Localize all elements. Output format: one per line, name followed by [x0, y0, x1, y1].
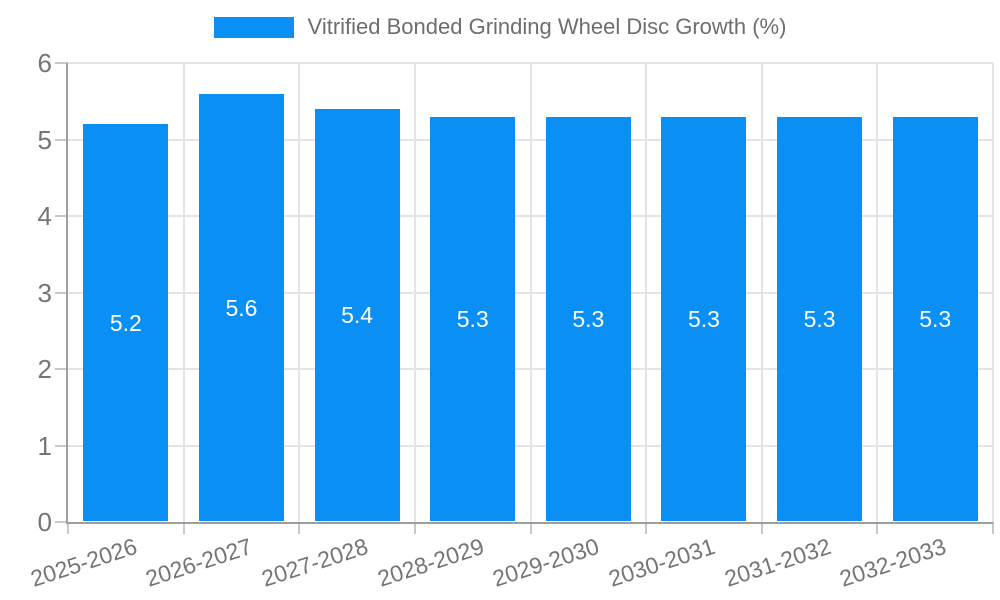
bar[interactable] — [314, 108, 400, 521]
bar-value-label: 5.3 — [456, 306, 489, 333]
y-tick-label: 0 — [37, 507, 52, 537]
x-tick — [760, 522, 763, 534]
gridline-vertical — [992, 63, 994, 522]
y-tick-label: 6 — [37, 48, 52, 78]
bar-value-label: 5.2 — [109, 310, 142, 337]
y-tick-label: 5 — [37, 124, 52, 155]
gridline-vertical — [298, 63, 301, 522]
y-tick-label: 2 — [37, 354, 52, 384]
y-tick — [55, 444, 68, 447]
bar-value-label: 5.3 — [687, 306, 720, 333]
x-tick — [67, 522, 69, 534]
bar-value-label: 5.4 — [341, 302, 374, 329]
legend-swatch — [213, 16, 294, 38]
bar[interactable] — [661, 116, 747, 521]
x-tick-label: 2029-2030 — [489, 533, 603, 592]
bar[interactable] — [892, 116, 978, 521]
chart-legend[interactable]: Vitrified Bonded Grinding Wheel Disc Gro… — [0, 14, 1000, 40]
bar[interactable] — [198, 93, 284, 521]
x-tick — [645, 522, 648, 534]
y-tick — [55, 521, 68, 523]
x-tick-label: 2026-2027 — [142, 533, 256, 592]
gridline-vertical — [529, 63, 532, 522]
gridline-vertical — [182, 63, 185, 522]
x-tick — [529, 522, 532, 534]
x-tick — [876, 522, 879, 534]
x-tick-label: 2032-2033 — [836, 533, 950, 592]
x-tick-label: 2028-2029 — [374, 533, 487, 592]
y-tick — [55, 368, 68, 370]
bar[interactable] — [430, 116, 516, 521]
bar-value-label: 5.6 — [225, 294, 258, 321]
bar-value-label: 5.3 — [572, 306, 605, 333]
x-tick-label: 2025-2026 — [27, 533, 140, 592]
y-tick-label: 1 — [37, 430, 52, 461]
gridline-vertical — [876, 63, 879, 522]
y-tick — [55, 215, 68, 217]
bar-value-label: 5.3 — [919, 306, 952, 333]
x-tick-label: 2031-2032 — [720, 533, 834, 592]
y-axis-line — [66, 63, 68, 524]
x-tick — [413, 522, 416, 534]
bar[interactable] — [83, 124, 169, 521]
x-axis-line — [68, 522, 993, 524]
y-tick-label: 4 — [37, 201, 52, 231]
bar-value-label: 5.3 — [803, 306, 836, 333]
y-tick — [55, 138, 68, 141]
x-tick — [298, 522, 301, 534]
gridline-vertical — [645, 63, 648, 522]
gridline-vertical — [760, 63, 763, 522]
x-tick — [992, 522, 994, 534]
y-tick — [55, 291, 68, 294]
legend-label: Vitrified Bonded Grinding Wheel Disc Gro… — [307, 14, 787, 39]
x-tick — [182, 522, 185, 534]
y-tick-label: 3 — [37, 277, 52, 308]
bar[interactable] — [777, 116, 863, 521]
y-tick — [55, 62, 68, 64]
x-tick-label: 2030-2031 — [605, 533, 718, 592]
bar[interactable] — [545, 116, 631, 521]
gridline-vertical — [413, 63, 416, 522]
x-tick-label: 2027-2028 — [258, 533, 372, 592]
